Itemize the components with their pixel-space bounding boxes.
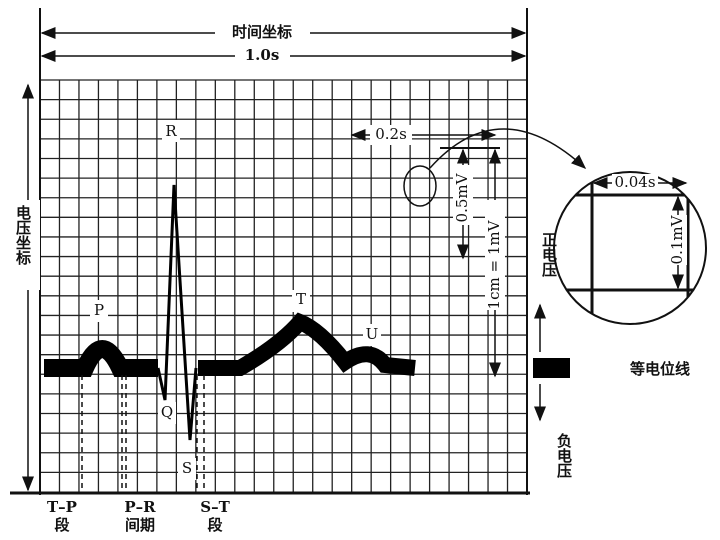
wave-label: P bbox=[94, 301, 104, 319]
segment-label: 段 bbox=[207, 516, 222, 534]
label-bg bbox=[453, 165, 473, 225]
negative-voltage-label: 负电压 bbox=[555, 432, 573, 479]
wave-label: U bbox=[366, 325, 379, 343]
label-bg bbox=[370, 125, 412, 145]
magnifier bbox=[553, 171, 707, 325]
segment-label: P–R bbox=[124, 498, 156, 516]
segment-label: 间期 bbox=[125, 516, 155, 534]
magnified-time-label: 0.04s bbox=[614, 173, 655, 191]
label-bg bbox=[485, 200, 505, 310]
scale-voltage-label: 0.5mV bbox=[453, 172, 471, 222]
duration-label: 1.0s bbox=[245, 46, 280, 64]
label-bg bbox=[10, 200, 40, 290]
label-bg bbox=[292, 290, 310, 312]
isoelectric-sample bbox=[533, 358, 570, 378]
zoom-source bbox=[403, 165, 437, 207]
label-bg bbox=[215, 20, 310, 46]
label-bg bbox=[363, 324, 381, 346]
segment-label: S–T bbox=[200, 498, 230, 516]
wave-label: S bbox=[182, 459, 192, 477]
ecg-t-wave bbox=[198, 312, 416, 376]
scale-time-label: 0.2s bbox=[375, 125, 407, 143]
zoom-arrow bbox=[429, 128, 587, 170]
label-bg bbox=[612, 174, 658, 192]
segment-label: T–P bbox=[47, 498, 77, 516]
time-axis-label: 时间坐标 bbox=[232, 23, 292, 41]
isoelectric-label: 等电位线 bbox=[630, 360, 690, 378]
label-bg bbox=[669, 215, 687, 265]
calibration-label: 1cm = 1mV bbox=[485, 219, 503, 309]
label-bg bbox=[162, 120, 180, 142]
ecg-baseline bbox=[44, 340, 158, 377]
label-bg bbox=[178, 458, 196, 480]
voltage-axis-label: 电压坐标 bbox=[14, 204, 32, 266]
interval-lines bbox=[81, 375, 205, 492]
wave-label: Q bbox=[161, 403, 173, 421]
label-bg bbox=[158, 402, 176, 424]
label-bg bbox=[235, 46, 290, 66]
grid bbox=[40, 79, 527, 492]
qrs-complex bbox=[156, 184, 198, 441]
segment-label: 段 bbox=[54, 516, 69, 534]
label-bg bbox=[90, 300, 108, 322]
wave-label: R bbox=[165, 122, 177, 140]
wave-label: T bbox=[296, 290, 306, 308]
magnified-voltage-label: 0.1mV bbox=[668, 214, 686, 264]
